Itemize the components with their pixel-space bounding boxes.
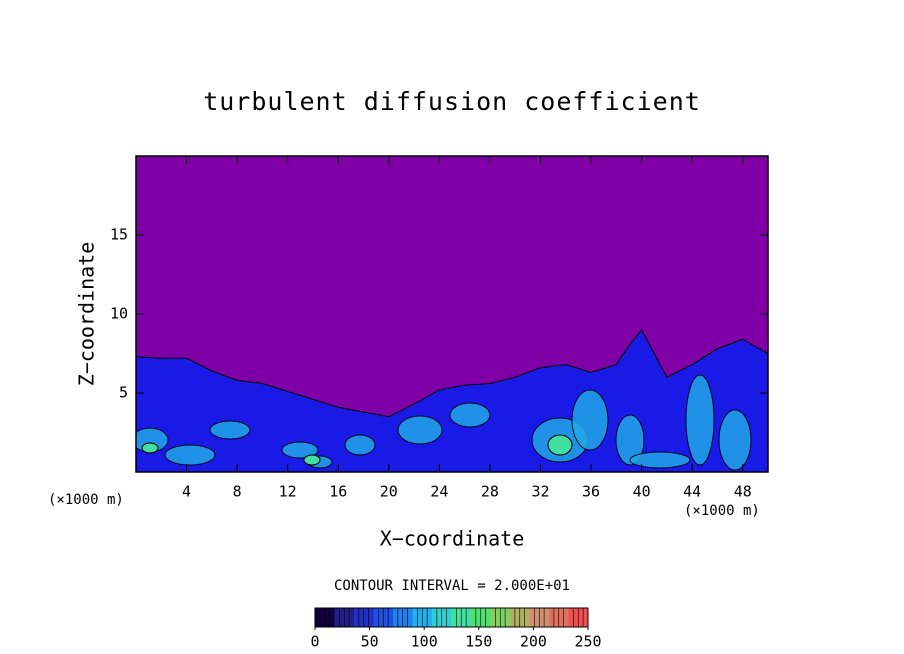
eddy [718,409,752,471]
eddy-core [547,434,573,456]
contour-note: CONTOUR INTERVAL = 2.000E+01 [334,578,570,594]
x-tick-label: 44 [683,483,701,501]
field [136,156,768,472]
x-tick-label: 40 [633,483,651,501]
eddy [344,434,376,456]
x-tick-label: 16 [329,483,347,501]
y-axis-label: Z−coordinate [75,242,99,387]
eddy-core [303,454,321,466]
eddy-core [141,442,159,454]
y-tick-label: 10 [110,305,128,323]
x-axis-label: X−coordinate [380,527,525,551]
y-tick-label: 5 [119,384,128,402]
eddy [629,451,691,469]
colorbar-label: 200 [520,633,547,651]
eddy [571,389,609,451]
x-tick-label: 48 [734,483,752,501]
x-tick-label: 8 [233,483,242,501]
x-tick-label: 28 [481,483,499,501]
x-tick-label: 36 [582,483,600,501]
x-tick-label: 4 [182,483,191,501]
y-unit: (×1000 m) [48,492,124,508]
colorbar-label: 0 [310,633,319,651]
eddy [281,441,319,459]
boundary-layer [136,328,768,472]
eddy [615,414,645,466]
eddy [397,415,443,445]
colorbar-label: 50 [361,633,379,651]
eddy [685,374,715,466]
colorbar-label: 250 [574,633,601,651]
colorbar-label: 100 [411,633,438,651]
y-tick-label: 15 [110,226,128,244]
x-unit: (×1000 m) [684,503,760,519]
chart-title: turbulent diffusion coefficient [203,87,701,116]
x-tick-label: 24 [430,483,448,501]
eddy [449,402,491,428]
x-tick-label: 32 [531,483,549,501]
x-tick-label: 12 [279,483,297,501]
colorbar-label: 150 [465,633,492,651]
eddy [209,420,251,440]
eddy [164,444,216,466]
colorbar-frame [314,607,589,628]
x-tick-label: 20 [380,483,398,501]
